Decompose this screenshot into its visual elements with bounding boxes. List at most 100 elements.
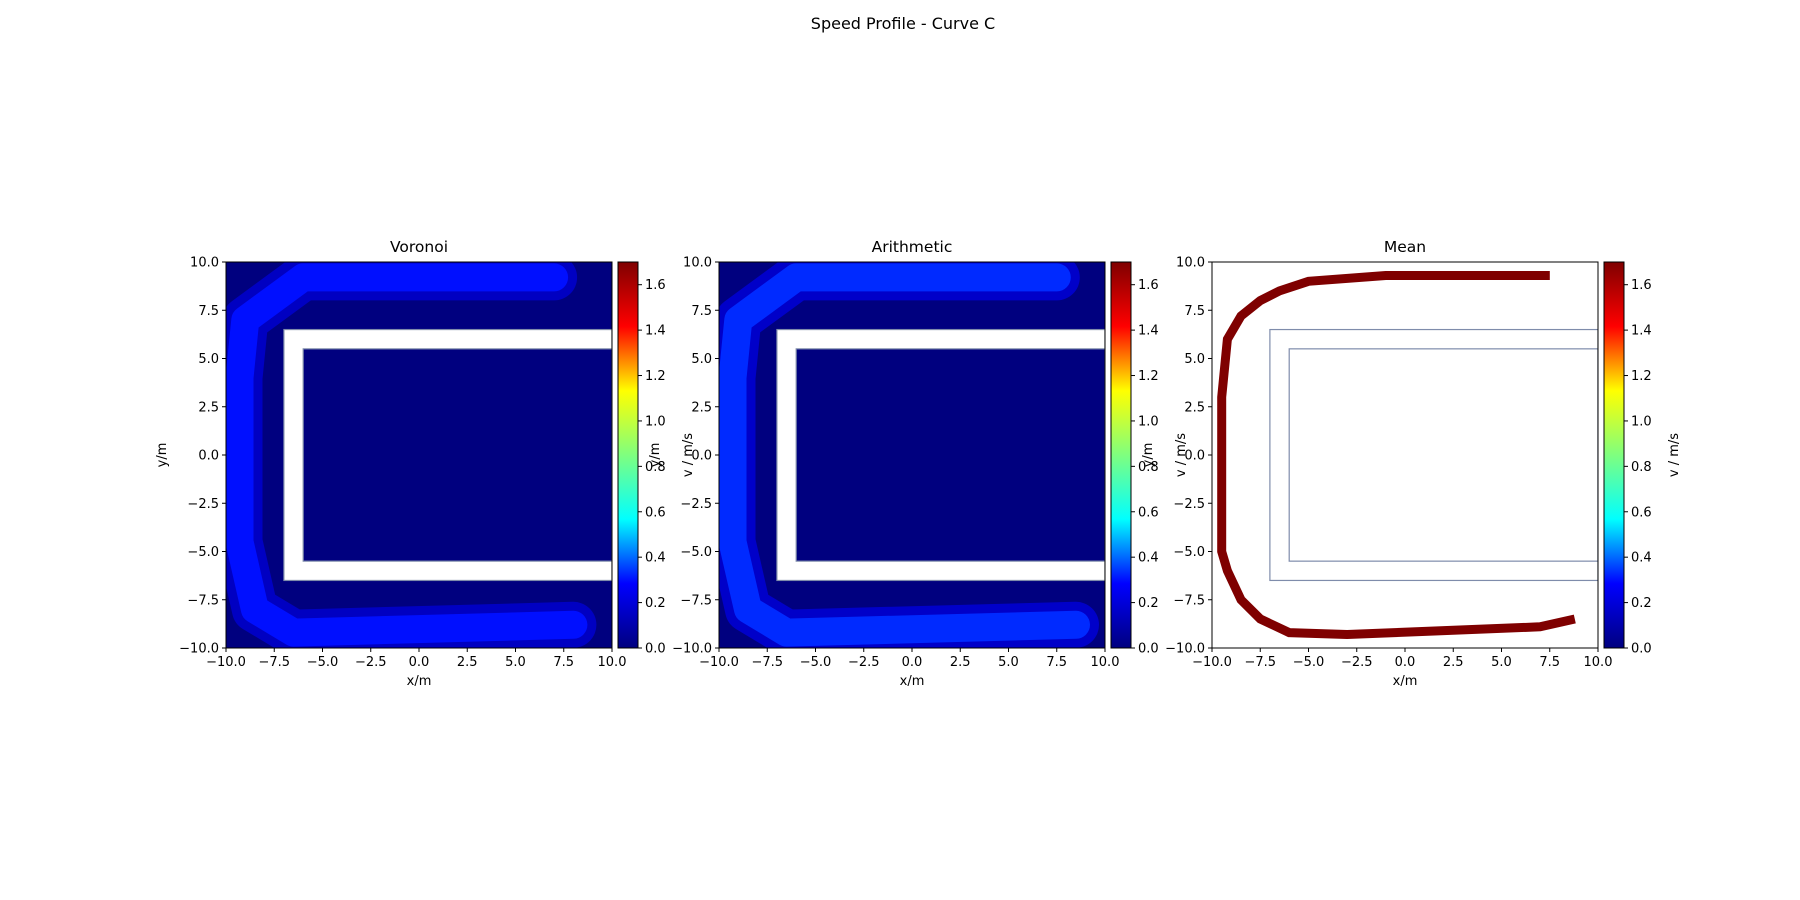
x-tick-label: −7.5 xyxy=(1244,655,1276,670)
colorbar-tick-label: 1.0 xyxy=(1631,414,1652,429)
y-tick-label: −2.5 xyxy=(187,497,219,512)
colorbar-tick-label: 1.4 xyxy=(645,324,666,339)
y-tick-label: −7.5 xyxy=(1173,593,1205,608)
y-tick-label: 0.0 xyxy=(691,449,712,464)
x-tick-label: −5.0 xyxy=(1293,655,1325,670)
x-axis-label: x/m xyxy=(1393,674,1418,689)
y-tick-label: −5.0 xyxy=(187,545,219,560)
y-tick-label: −10.0 xyxy=(1165,642,1205,657)
x-tick-label: −2.5 xyxy=(1341,655,1373,670)
colorbar-tick-label: 0.4 xyxy=(1138,551,1159,566)
x-axis-label: x/m xyxy=(407,674,432,689)
subplot-title: Voronoi xyxy=(390,238,448,256)
x-tick-label: 5.0 xyxy=(1491,655,1512,670)
colorbar xyxy=(618,262,638,648)
colorbar xyxy=(1111,262,1131,648)
colorbar-tick-label: 0.2 xyxy=(645,596,666,611)
colorbar-tick-label: 1.0 xyxy=(645,414,666,429)
subplot-arithmetic: −10.0 −7.5 −5.0 −2.5 0.0 2.5 5.0 7.5 10.0 −10.0 −7… xyxy=(648,238,1189,689)
colorbar-tick-label: 1.2 xyxy=(645,369,666,384)
x-tick-label: 0.0 xyxy=(1395,655,1416,670)
colorbar-tick-label: 0.0 xyxy=(645,642,666,657)
x-tick-label: −7.5 xyxy=(258,655,290,670)
subplots: −10.0 −7.5 −5.0 −2.5 0.0 2.5 5.0 7.5 10.0 −10.0 −7… xyxy=(155,238,1682,689)
y-tick-label: 10.0 xyxy=(190,256,219,271)
colorbar-tick-label: 0.6 xyxy=(1138,505,1159,520)
colorbar-tick-label: 0.2 xyxy=(1138,596,1159,611)
subplot-mean: −10.0 −7.5 −5.0 −2.5 0.0 2.5 5.0 7.5 10.0 −10.0 −7… xyxy=(1141,238,1682,689)
y-tick-label: −7.5 xyxy=(187,593,219,608)
colorbar xyxy=(1604,262,1624,648)
y-tick-label: 10.0 xyxy=(683,256,712,271)
x-tick-label: 0.0 xyxy=(409,655,430,670)
colorbar-tick-label: 0.6 xyxy=(1631,505,1652,520)
y-tick-label: 5.0 xyxy=(1184,352,1205,367)
colorbar-tick-label: 0.8 xyxy=(1631,460,1652,475)
x-tick-label: 10.0 xyxy=(1091,655,1120,670)
x-tick-label: 10.0 xyxy=(1584,655,1613,670)
x-tick-label: 7.5 xyxy=(1539,655,1560,670)
y-axis-label: y/m xyxy=(1141,443,1156,468)
x-tick-label: −2.5 xyxy=(355,655,387,670)
y-tick-label: 2.5 xyxy=(198,400,219,415)
x-tick-label: 2.5 xyxy=(950,655,971,670)
x-tick-label: −10.0 xyxy=(206,655,246,670)
colorbar-tick-label: 0.4 xyxy=(645,551,666,566)
x-tick-label: 0.0 xyxy=(902,655,923,670)
colorbar-tick-label: 0.6 xyxy=(645,505,666,520)
colorbar-tick-label: 1.0 xyxy=(1138,414,1159,429)
y-tick-label: −5.0 xyxy=(680,545,712,560)
y-axis-label: y/m xyxy=(155,443,170,468)
colorbar-tick-label: 1.4 xyxy=(1631,324,1652,339)
x-tick-label: 2.5 xyxy=(1443,655,1464,670)
colorbar-tick-label: 1.2 xyxy=(1631,369,1652,384)
colorbar-tick-label: 0.4 xyxy=(1631,551,1652,566)
y-tick-label: 5.0 xyxy=(198,352,219,367)
x-tick-label: 10.0 xyxy=(598,655,627,670)
x-tick-label: 7.5 xyxy=(553,655,574,670)
subplot-title: Arithmetic xyxy=(872,238,953,256)
y-tick-label: −10.0 xyxy=(179,642,219,657)
x-tick-label: −7.5 xyxy=(751,655,783,670)
plot-area xyxy=(1212,262,1598,648)
y-tick-label: 2.5 xyxy=(1184,400,1205,415)
colorbar-tick-label: 1.2 xyxy=(1138,369,1159,384)
colorbar-label: v / m/s xyxy=(1667,433,1682,477)
x-tick-label: 7.5 xyxy=(1046,655,1067,670)
y-tick-label: 7.5 xyxy=(198,304,219,319)
y-tick-label: 0.0 xyxy=(1184,449,1205,464)
colorbar-tick-label: 0.0 xyxy=(1631,642,1652,657)
obstacle-inner-wall xyxy=(796,349,1105,561)
y-tick-label: 2.5 xyxy=(691,400,712,415)
y-axis-label: y/m xyxy=(648,443,663,468)
figure-title: Speed Profile - Curve C xyxy=(811,14,995,33)
y-tick-label: −7.5 xyxy=(680,593,712,608)
x-tick-label: −5.0 xyxy=(800,655,832,670)
x-tick-label: 2.5 xyxy=(457,655,478,670)
colorbar-tick-label: 0.2 xyxy=(1631,596,1652,611)
x-axis-label: x/m xyxy=(900,674,925,689)
obstacle-inner-wall xyxy=(303,349,612,561)
subplot-voronoi: −10.0 −7.5 −5.0 −2.5 0.0 2.5 5.0 7.5 10.0 −10.0 −7… xyxy=(155,238,696,689)
y-tick-label: −2.5 xyxy=(1173,497,1205,512)
y-tick-label: 10.0 xyxy=(1176,256,1205,271)
x-tick-label: −10.0 xyxy=(1192,655,1232,670)
y-tick-label: −2.5 xyxy=(680,497,712,512)
x-tick-label: −5.0 xyxy=(307,655,339,670)
x-tick-label: 5.0 xyxy=(998,655,1019,670)
colorbar-tick-label: 1.6 xyxy=(1631,278,1652,293)
plot-area xyxy=(719,262,1105,648)
colorbar-tick-label: 1.6 xyxy=(1138,278,1159,293)
colorbar-tick-label: 1.4 xyxy=(1138,324,1159,339)
x-tick-label: −2.5 xyxy=(848,655,880,670)
colorbar-tick-label: 1.6 xyxy=(645,278,666,293)
subplot-title: Mean xyxy=(1384,238,1426,256)
y-tick-label: −5.0 xyxy=(1173,545,1205,560)
y-tick-label: 7.5 xyxy=(1184,304,1205,319)
y-tick-label: −10.0 xyxy=(672,642,712,657)
colorbar-tick-label: 0.0 xyxy=(1138,642,1159,657)
y-tick-label: 5.0 xyxy=(691,352,712,367)
x-tick-label: −10.0 xyxy=(699,655,739,670)
y-tick-label: 0.0 xyxy=(198,449,219,464)
